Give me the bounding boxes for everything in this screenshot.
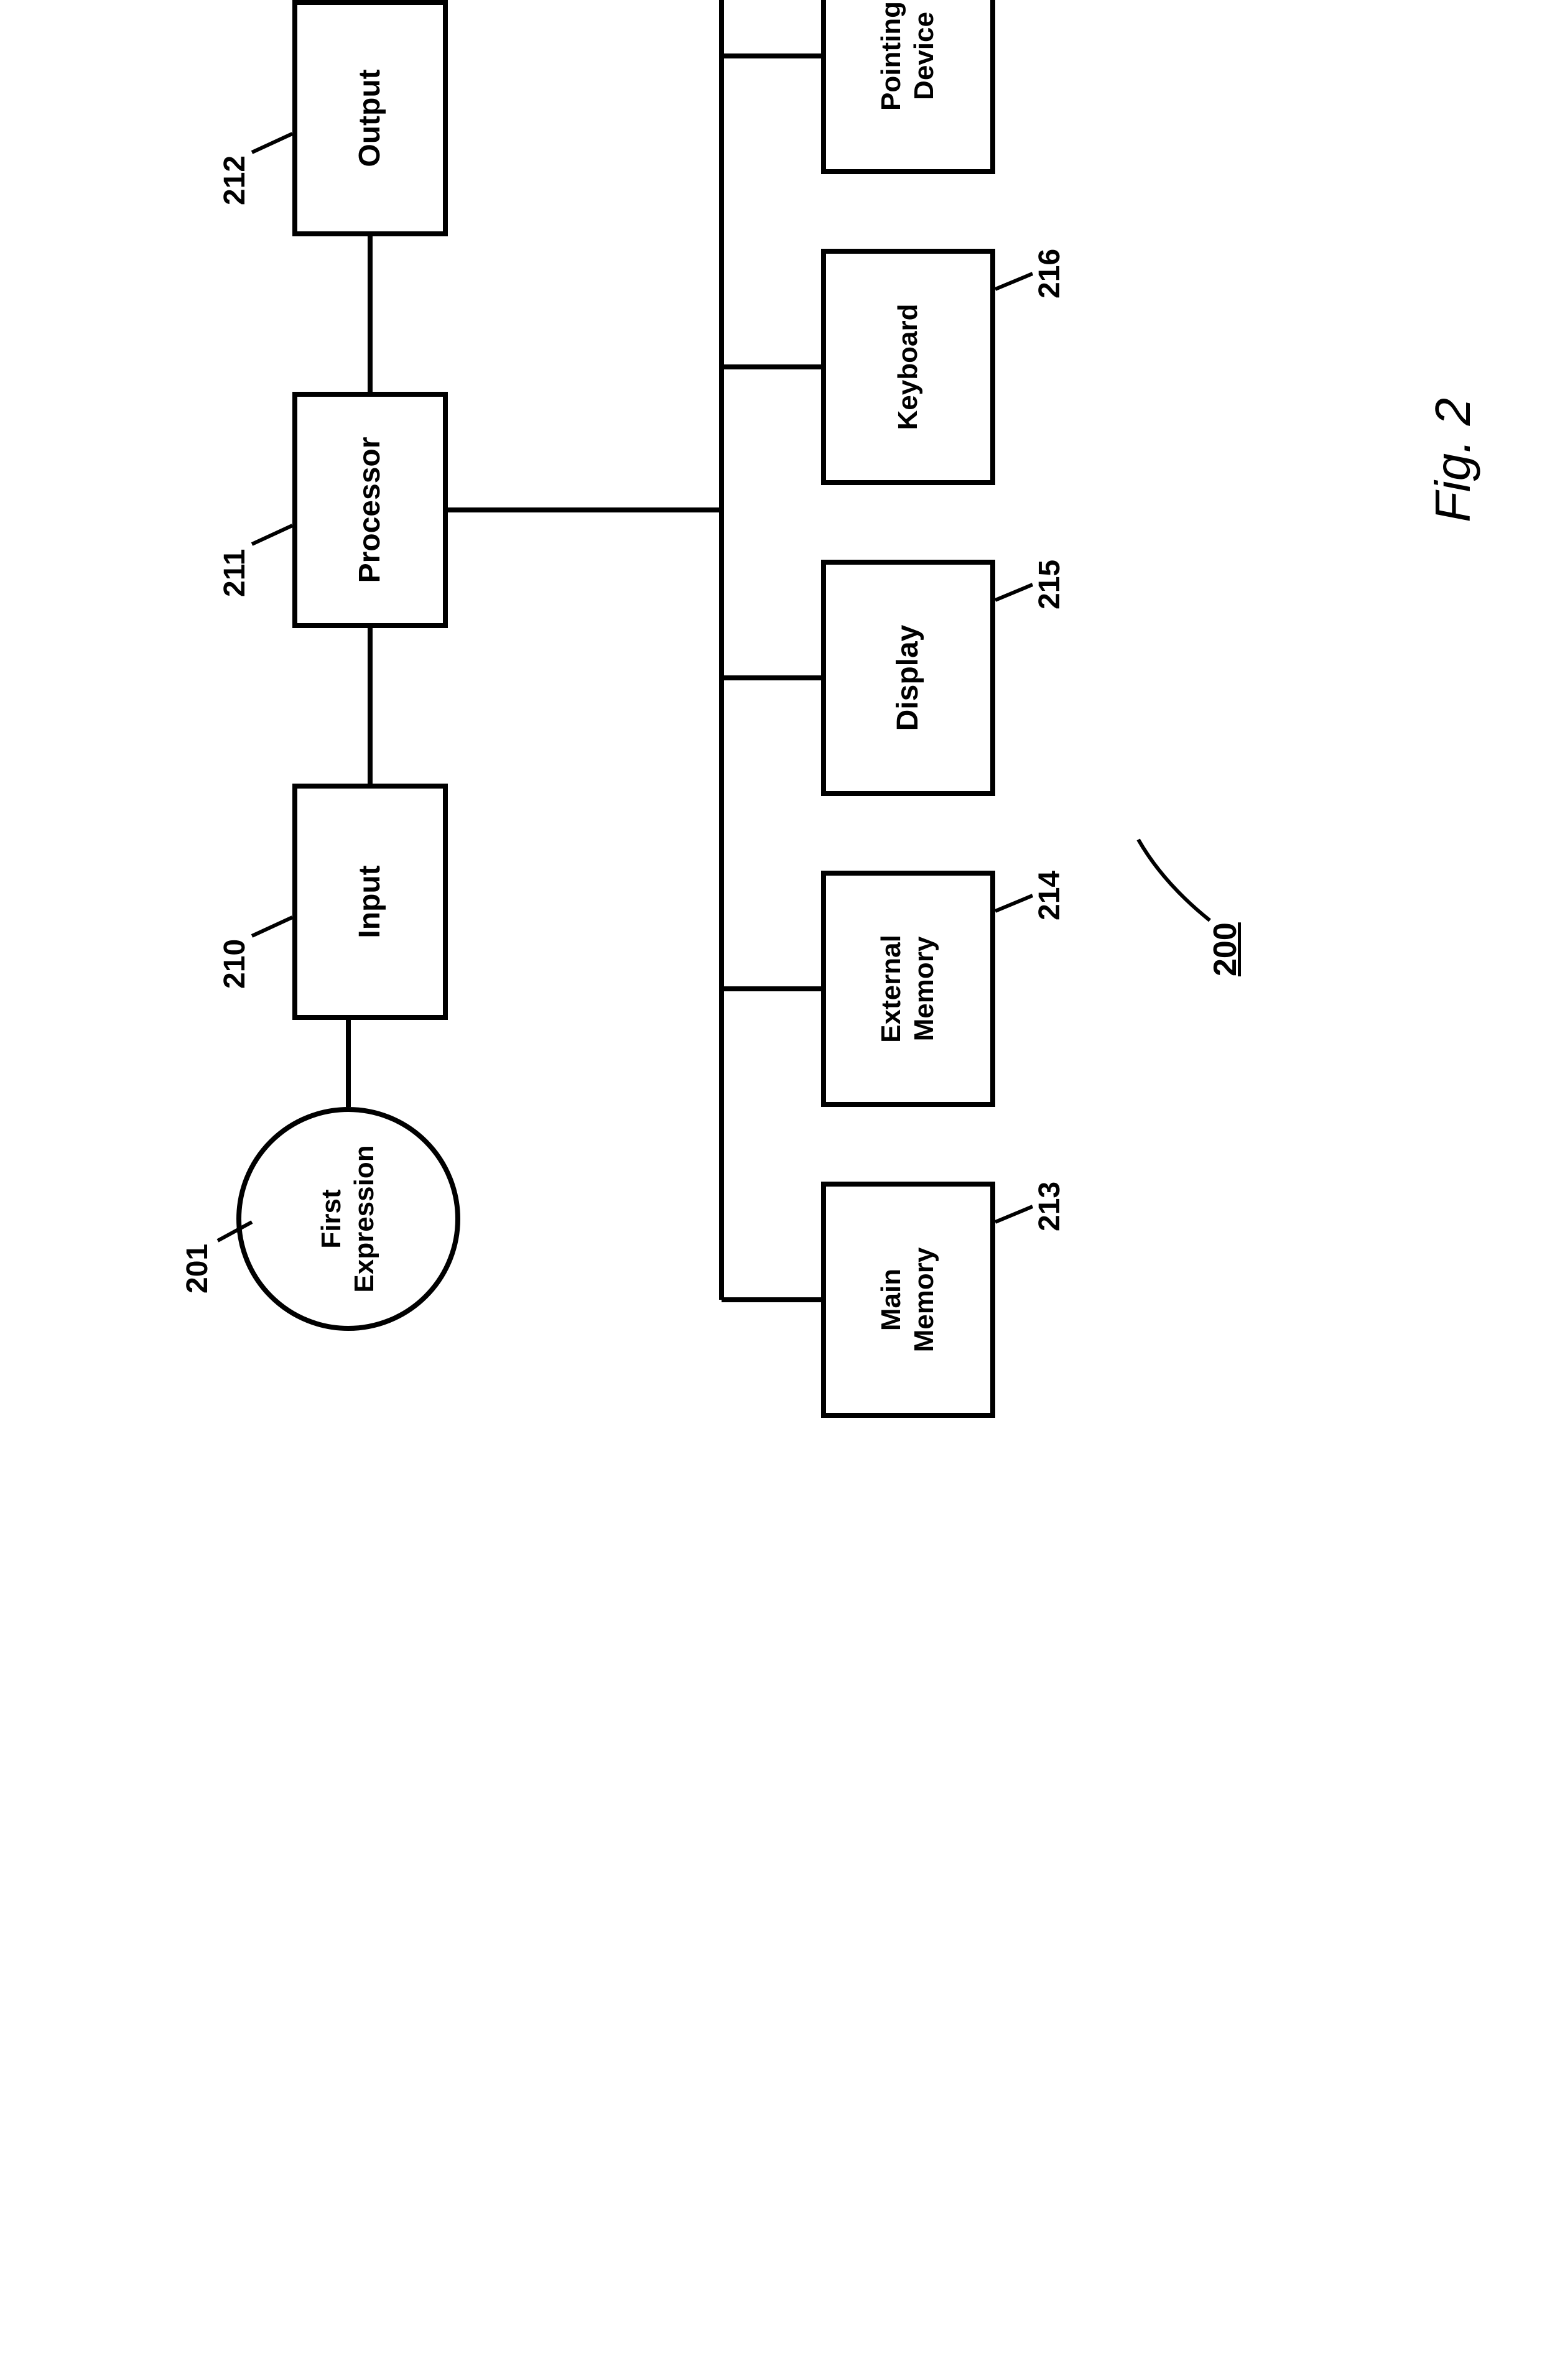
node-main-memory: MainMemory <box>821 1182 995 1418</box>
ref-213: 213 <box>1033 1182 1067 1231</box>
node-label: ExternalMemory <box>875 935 941 1043</box>
ref-212: 212 <box>218 155 252 205</box>
node-input: Input <box>292 784 448 1020</box>
node-label: MainMemory <box>875 1248 941 1353</box>
node-pointing-device: PointingDevice <box>821 0 995 174</box>
figure-label: Fig. 2 <box>1424 398 1482 522</box>
ref-201: 201 <box>180 1244 215 1294</box>
node-label: Processor <box>352 437 388 583</box>
node-display: Display <box>821 560 995 796</box>
node-label: Keyboard <box>892 304 925 430</box>
ref-211: 211 <box>218 549 252 597</box>
connectors <box>25 0 1518 1517</box>
node-label: FirstExpression <box>315 1145 381 1292</box>
ref-214: 214 <box>1033 871 1067 920</box>
node-processor: Processor <box>292 392 448 628</box>
node-label: Display <box>890 625 926 731</box>
node-label: Input <box>352 865 388 938</box>
ref-215: 215 <box>1033 560 1067 609</box>
node-keyboard: Keyboard <box>821 249 995 485</box>
node-first-expression: FirstExpression <box>236 1107 460 1331</box>
node-output: Output <box>292 0 448 236</box>
ref-210: 210 <box>218 939 252 989</box>
ref-216: 216 <box>1033 249 1067 299</box>
node-label: PointingDevice <box>875 1 941 111</box>
node-label: Output <box>352 69 388 167</box>
ref-200: 200 <box>1207 922 1244 976</box>
node-external-memory: ExternalMemory <box>821 871 995 1107</box>
